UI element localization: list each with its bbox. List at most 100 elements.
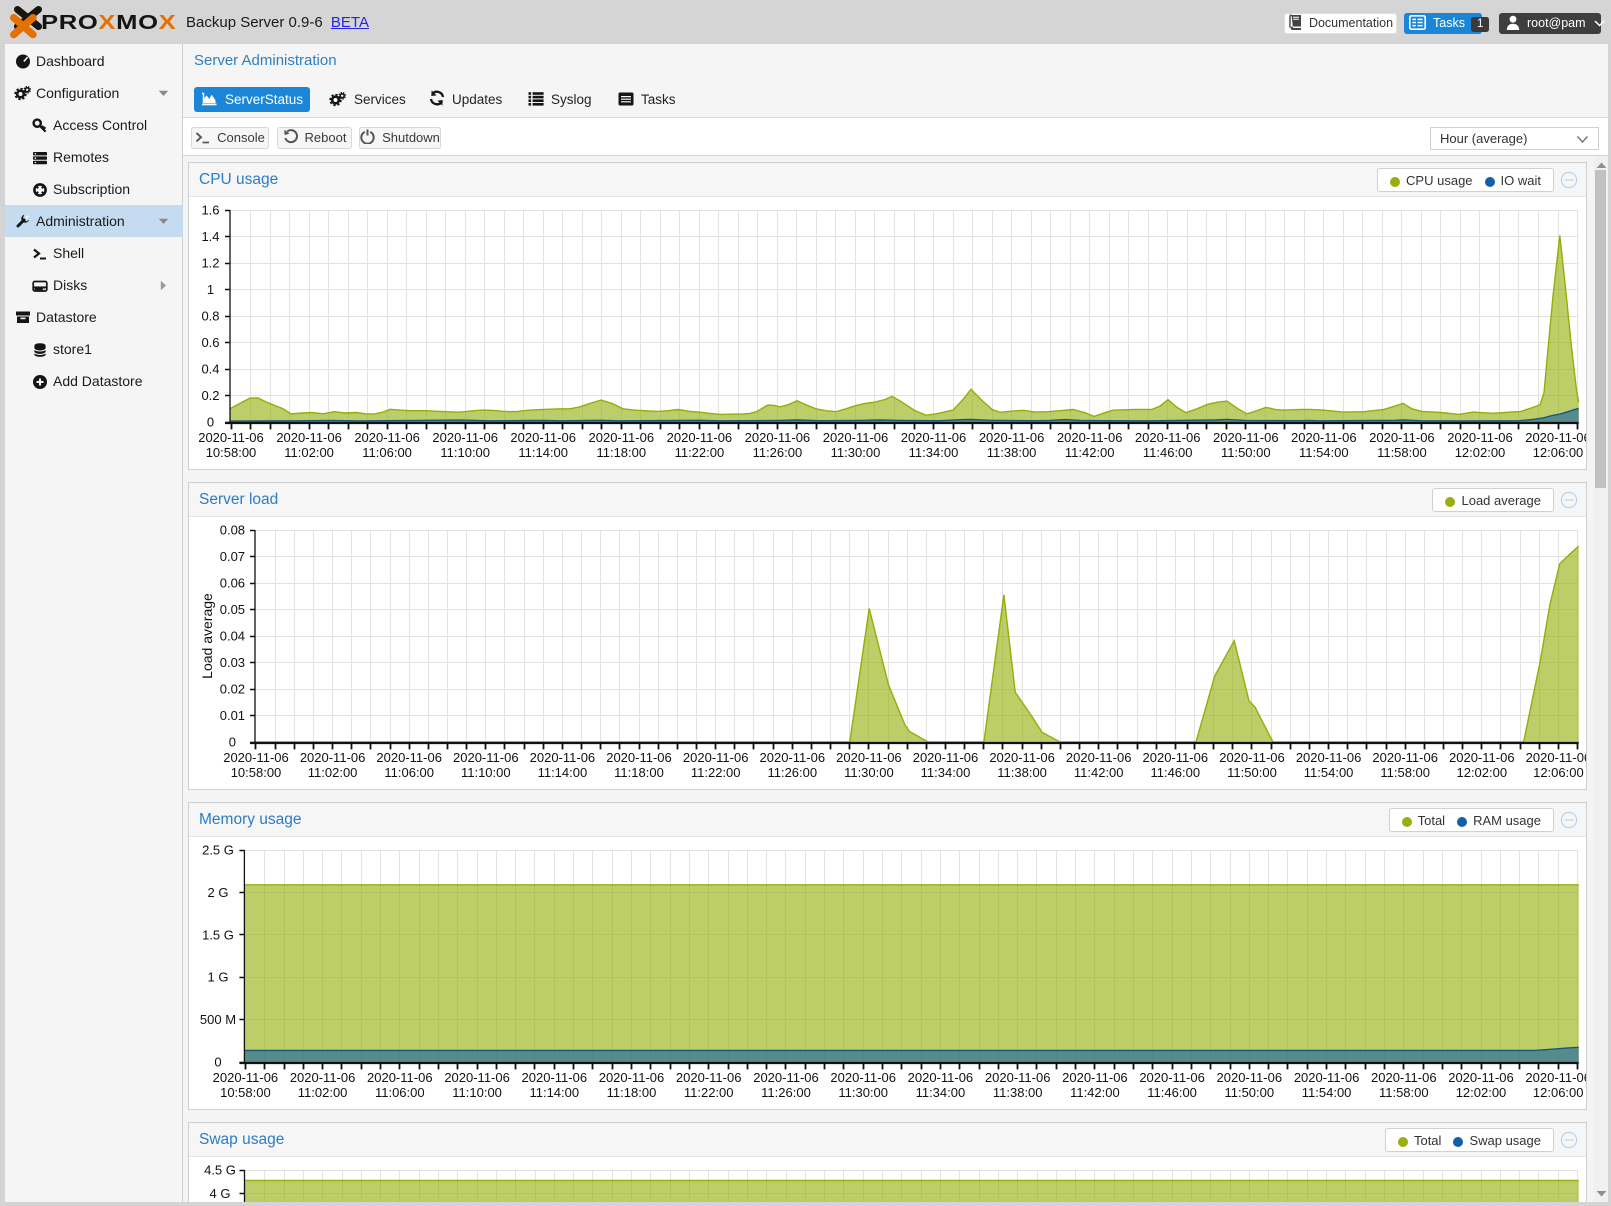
svg-text:11:06:00: 11:06:00 — [362, 445, 412, 460]
svg-text:11:54:00: 11:54:00 — [1299, 445, 1349, 460]
svg-text:11:06:00: 11:06:00 — [375, 1085, 425, 1100]
svg-text:10:58:00: 10:58:00 — [206, 445, 257, 460]
svg-text:12:02:00: 12:02:00 — [1456, 765, 1507, 780]
svg-text:11:14:00: 11:14:00 — [538, 765, 588, 780]
svg-text:0: 0 — [207, 415, 214, 430]
svg-text:11:34:00: 11:34:00 — [921, 765, 971, 780]
svg-text:11:22:00: 11:22:00 — [675, 445, 725, 460]
svg-text:11:02:00: 11:02:00 — [308, 765, 358, 780]
svg-text:11:22:00: 11:22:00 — [691, 765, 741, 780]
svg-text:11:42:00: 11:42:00 — [1065, 445, 1115, 460]
svg-text:4 G: 4 G — [210, 1186, 231, 1201]
svg-text:11:46:00: 11:46:00 — [1143, 445, 1193, 460]
svg-text:2020-11-06: 2020-11-06 — [1369, 430, 1435, 445]
svg-text:11:58:00: 11:58:00 — [1377, 445, 1427, 460]
svg-text:2020-11-06: 2020-11-06 — [376, 750, 442, 765]
svg-text:11:18:00: 11:18:00 — [596, 445, 646, 460]
svg-text:0.6: 0.6 — [201, 335, 219, 350]
svg-text:2020-11-06: 2020-11-06 — [198, 430, 264, 445]
svg-text:2020-11-06: 2020-11-06 — [223, 750, 289, 765]
svg-text:10:58:00: 10:58:00 — [231, 765, 282, 780]
svg-text:11:50:00: 11:50:00 — [1221, 445, 1271, 460]
svg-text:11:34:00: 11:34:00 — [909, 445, 959, 460]
svg-text:12:02:00: 12:02:00 — [1455, 445, 1506, 460]
svg-text:11:26:00: 11:26:00 — [761, 1085, 811, 1100]
svg-text:0.4: 0.4 — [201, 362, 219, 377]
svg-text:2 G: 2 G — [208, 885, 229, 900]
svg-text:2020-11-06: 2020-11-06 — [276, 430, 342, 445]
svg-text:0.03: 0.03 — [220, 655, 245, 670]
svg-text:11:14:00: 11:14:00 — [518, 445, 568, 460]
svg-text:2020-11-06: 2020-11-06 — [985, 1070, 1051, 1085]
svg-text:11:42:00: 11:42:00 — [1074, 765, 1124, 780]
svg-text:2020-11-06: 2020-11-06 — [745, 430, 811, 445]
svg-text:0.07: 0.07 — [220, 549, 245, 564]
svg-text:2020-11-06: 2020-11-06 — [683, 750, 749, 765]
svg-text:11:38:00: 11:38:00 — [987, 445, 1037, 460]
svg-text:11:54:00: 11:54:00 — [1302, 1085, 1352, 1100]
svg-text:2020-11-06: 2020-11-06 — [1066, 750, 1132, 765]
svg-text:11:18:00: 11:18:00 — [607, 1085, 657, 1100]
svg-text:10:58:00: 10:58:00 — [220, 1085, 271, 1100]
svg-text:2020-11-06: 2020-11-06 — [1217, 1070, 1283, 1085]
svg-text:11:14:00: 11:14:00 — [529, 1085, 579, 1100]
svg-text:2020-11-06: 2020-11-06 — [530, 750, 596, 765]
svg-text:2020-11-06: 2020-11-06 — [1139, 1070, 1205, 1085]
svg-text:2020-11-06: 2020-11-06 — [1447, 430, 1513, 445]
svg-text:2020-11-06: 2020-11-06 — [667, 430, 733, 445]
svg-text:2020-11-06: 2020-11-06 — [589, 430, 655, 445]
svg-text:11:34:00: 11:34:00 — [916, 1085, 966, 1100]
svg-text:2020-11-06: 2020-11-06 — [522, 1070, 588, 1085]
svg-text:2020-11-06: 2020-11-06 — [830, 1070, 896, 1085]
svg-text:11:26:00: 11:26:00 — [753, 445, 803, 460]
svg-text:11:02:00: 11:02:00 — [298, 1085, 348, 1100]
svg-text:2020-11-06: 2020-11-06 — [676, 1070, 742, 1085]
svg-text:2020-11-06: 2020-11-06 — [1135, 430, 1201, 445]
svg-text:1.4: 1.4 — [201, 229, 219, 244]
svg-text:2020-11-06: 2020-11-06 — [1371, 1070, 1437, 1085]
svg-text:0.08: 0.08 — [220, 523, 245, 538]
svg-text:2020-11-06: 2020-11-06 — [989, 750, 1055, 765]
svg-text:2020-11-06: 2020-11-06 — [1213, 430, 1279, 445]
svg-text:2020-11-06: 2020-11-06 — [1062, 1070, 1128, 1085]
svg-text:11:26:00: 11:26:00 — [767, 765, 817, 780]
svg-text:2020-11-06: 2020-11-06 — [760, 750, 826, 765]
svg-text:0: 0 — [229, 735, 236, 750]
svg-text:2020-11-06: 2020-11-06 — [432, 430, 498, 445]
svg-text:2020-11-06: 2020-11-06 — [1449, 750, 1515, 765]
svg-text:11:10:00: 11:10:00 — [440, 445, 490, 460]
svg-text:2020-11-06: 2020-11-06 — [753, 1070, 819, 1085]
svg-text:11:02:00: 11:02:00 — [284, 445, 334, 460]
svg-text:2020-11-06: 2020-11-06 — [836, 750, 902, 765]
svg-text:2020-11-06: 2020-11-06 — [599, 1070, 665, 1085]
svg-text:2020-11-06: 2020-11-06 — [213, 1070, 279, 1085]
svg-text:2020-11-06: 2020-11-06 — [1526, 750, 1586, 765]
svg-text:2020-11-06: 2020-11-06 — [1291, 430, 1357, 445]
svg-text:2020-11-06: 2020-11-06 — [510, 430, 576, 445]
svg-text:1: 1 — [207, 282, 214, 297]
svg-text:2020-11-06: 2020-11-06 — [1525, 430, 1586, 445]
svg-text:2020-11-06: 2020-11-06 — [1143, 750, 1209, 765]
svg-text:2020-11-06: 2020-11-06 — [354, 430, 420, 445]
svg-text:0.02: 0.02 — [220, 682, 245, 697]
svg-text:11:22:00: 11:22:00 — [684, 1085, 734, 1100]
svg-text:2020-11-06: 2020-11-06 — [908, 1070, 974, 1085]
svg-text:2020-11-06: 2020-11-06 — [300, 750, 366, 765]
svg-text:4.5 G: 4.5 G — [204, 1163, 236, 1178]
svg-text:2020-11-06: 2020-11-06 — [901, 430, 967, 445]
svg-text:2020-11-06: 2020-11-06 — [367, 1070, 433, 1085]
svg-text:2020-11-06: 2020-11-06 — [979, 430, 1045, 445]
svg-text:11:30:00: 11:30:00 — [838, 1085, 888, 1100]
svg-text:1.5 G: 1.5 G — [202, 927, 234, 942]
svg-text:12:06:00: 12:06:00 — [1533, 765, 1584, 780]
svg-text:11:46:00: 11:46:00 — [1147, 1085, 1197, 1100]
svg-text:12:06:00: 12:06:00 — [1533, 1085, 1584, 1100]
svg-text:2020-11-06: 2020-11-06 — [823, 430, 889, 445]
svg-text:2020-11-06: 2020-11-06 — [1448, 1070, 1514, 1085]
svg-text:2020-11-06: 2020-11-06 — [453, 750, 519, 765]
svg-text:2020-11-06: 2020-11-06 — [1525, 1070, 1586, 1085]
svg-text:11:42:00: 11:42:00 — [1070, 1085, 1120, 1100]
svg-text:2020-11-06: 2020-11-06 — [1296, 750, 1362, 765]
svg-text:0: 0 — [214, 1055, 221, 1070]
svg-text:11:50:00: 11:50:00 — [1224, 1085, 1274, 1100]
